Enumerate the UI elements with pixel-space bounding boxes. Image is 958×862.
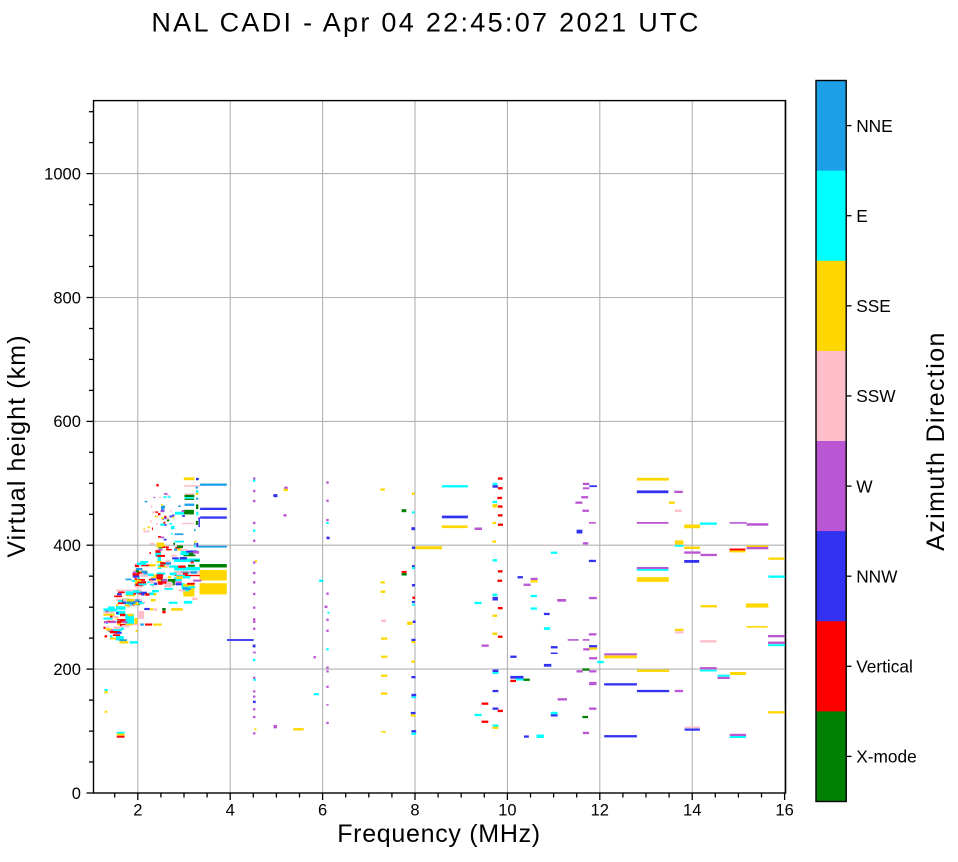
svg-text:NAL CADI - Apr 04 22:45:07 202: NAL CADI - Apr 04 22:45:07 2021 UTC (151, 8, 700, 38)
svg-text:Virtual height (km): Virtual height (km) (3, 334, 31, 557)
svg-text:Vertical: Vertical (856, 657, 913, 677)
svg-text:0: 0 (72, 785, 81, 803)
svg-text:12: 12 (591, 802, 609, 820)
svg-text:200: 200 (53, 661, 81, 679)
svg-text:Frequency (MHz): Frequency (MHz) (337, 820, 541, 848)
svg-text:600: 600 (53, 413, 81, 431)
svg-text:400: 400 (53, 537, 81, 555)
svg-text:SSW: SSW (856, 386, 896, 406)
svg-text:6: 6 (318, 802, 327, 820)
svg-text:8: 8 (410, 802, 419, 820)
svg-text:14: 14 (683, 802, 701, 820)
svg-text:W: W (856, 476, 873, 496)
svg-text:NNE: NNE (856, 116, 893, 136)
svg-text:10: 10 (498, 802, 516, 820)
svg-text:Azimuth Direction: Azimuth Direction (922, 331, 950, 551)
svg-text:4: 4 (226, 802, 235, 820)
svg-text:E: E (856, 206, 868, 226)
svg-text:800: 800 (53, 289, 81, 307)
svg-text:X-mode: X-mode (856, 747, 917, 767)
svg-text:NNW: NNW (856, 566, 898, 586)
svg-text:16: 16 (775, 802, 793, 820)
svg-text:1000: 1000 (44, 165, 81, 183)
svg-text:2: 2 (133, 802, 142, 820)
svg-text:SSE: SSE (856, 296, 891, 316)
